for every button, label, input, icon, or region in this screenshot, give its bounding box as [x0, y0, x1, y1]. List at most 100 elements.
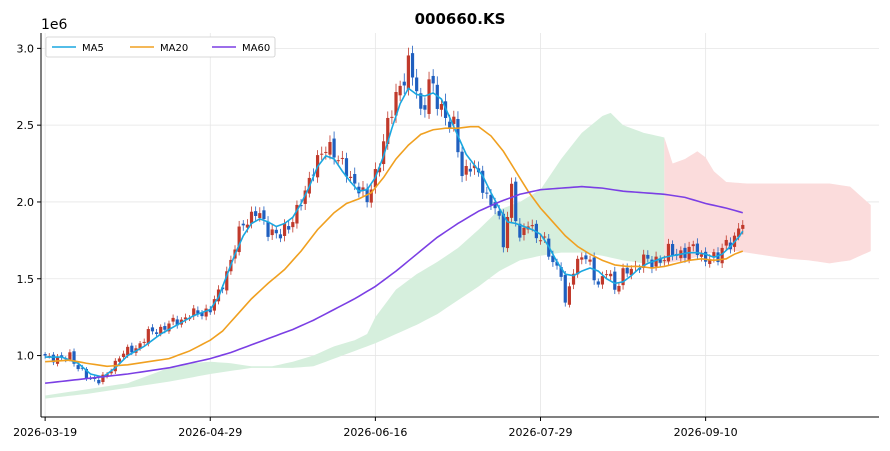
candle-body — [720, 247, 724, 264]
candle-body — [741, 224, 745, 229]
axes: 1.0 1.5 2.0 2.5 3.0 2026-03-19 2026-04-29 2026-… — [13, 33, 879, 439]
candle-body — [406, 55, 410, 90]
candle-body — [522, 227, 526, 235]
legend-label-ma60: MA60 — [242, 43, 270, 54]
candle-body — [543, 236, 547, 238]
legend-label-ma5: MA5 — [82, 43, 104, 54]
candle-body — [534, 223, 538, 239]
candle-body — [270, 229, 274, 236]
candle-body — [266, 221, 270, 237]
candle-body — [670, 244, 675, 256]
ma20-line — [45, 125, 744, 368]
candle-body — [629, 268, 633, 276]
candle-body — [481, 170, 485, 193]
candle-body — [262, 210, 266, 220]
candle-body — [382, 141, 386, 165]
candle-body — [551, 255, 555, 263]
moving-average-lines — [45, 87, 744, 385]
cloud-bearish-area — [664, 137, 871, 264]
candle-body — [410, 53, 415, 78]
candle-body — [497, 211, 501, 216]
candle-body — [68, 352, 72, 360]
cloud-bullish-area — [45, 112, 665, 399]
candle-body — [576, 258, 580, 275]
candle-body — [386, 117, 390, 145]
candle-body — [489, 194, 493, 205]
candle-body — [485, 192, 489, 194]
candle-body — [212, 299, 216, 311]
candle-body — [80, 367, 84, 369]
candle-body — [76, 365, 80, 370]
x-tick-label: 2026-07-29 — [509, 426, 573, 439]
candle-body — [97, 380, 101, 384]
candle-body — [567, 286, 571, 305]
candle-body — [472, 165, 477, 169]
candle-body — [588, 259, 592, 262]
candle-body — [320, 153, 324, 155]
candle-body — [295, 204, 299, 224]
ma5-line — [45, 87, 744, 378]
candle-body — [390, 116, 394, 118]
candle-body — [571, 273, 576, 285]
candle-body — [501, 213, 505, 248]
candle-body — [332, 138, 336, 158]
candle-body — [287, 226, 291, 230]
candle-body — [225, 271, 229, 291]
candle-body — [493, 202, 497, 209]
candle-body — [642, 254, 646, 268]
candle-body — [625, 267, 629, 274]
candle-body — [398, 85, 402, 96]
candle-body — [658, 259, 662, 263]
x-tick-label: 2026-06-16 — [343, 426, 407, 439]
candle-body — [402, 81, 406, 86]
candle-body — [278, 234, 283, 239]
candle-body — [183, 317, 188, 320]
candle-body — [666, 243, 671, 262]
candle-body — [282, 223, 287, 236]
candle-body — [117, 358, 122, 362]
candle-body — [175, 319, 179, 326]
candle-body — [249, 211, 254, 224]
candle-body — [254, 211, 258, 216]
candle-body — [737, 228, 741, 237]
candle-body — [555, 261, 559, 266]
candle-body — [146, 329, 150, 344]
candle-body — [196, 310, 200, 314]
candle-body — [415, 77, 419, 92]
candle-body — [369, 189, 373, 203]
candle-body — [353, 174, 357, 184]
candle-body — [328, 142, 332, 155]
candle-body — [538, 240, 543, 242]
candle-body — [617, 285, 621, 292]
candle-body — [394, 92, 398, 116]
candle-body — [237, 226, 241, 253]
candle-body — [121, 353, 126, 358]
candle-body — [691, 244, 695, 247]
legend-label-ma20: MA20 — [160, 43, 188, 54]
candle-body — [130, 345, 134, 353]
candle-body — [258, 213, 262, 219]
ichimoku-cloud — [45, 112, 871, 399]
candle-body — [291, 222, 295, 228]
legend: MA5 MA20 MA60 — [45, 36, 276, 58]
candle-body — [613, 271, 617, 290]
candle-body — [154, 332, 159, 334]
chart-title: 000660.KS — [415, 10, 506, 28]
candle-body — [563, 274, 567, 303]
candle-body — [204, 308, 208, 317]
candle-body — [303, 190, 307, 204]
candle-body — [171, 317, 175, 322]
candle-body — [84, 368, 89, 379]
candle-body — [126, 346, 130, 356]
candle-body — [101, 374, 105, 382]
x-tick-label: 2026-03-19 — [13, 426, 77, 439]
candle-body — [51, 354, 55, 363]
candle-body — [439, 103, 444, 110]
candle-body — [712, 252, 716, 258]
candle-body — [600, 276, 605, 285]
candle-body — [200, 312, 204, 317]
candle-body — [72, 351, 76, 364]
candle-body — [452, 116, 456, 124]
candle-body — [604, 274, 609, 276]
